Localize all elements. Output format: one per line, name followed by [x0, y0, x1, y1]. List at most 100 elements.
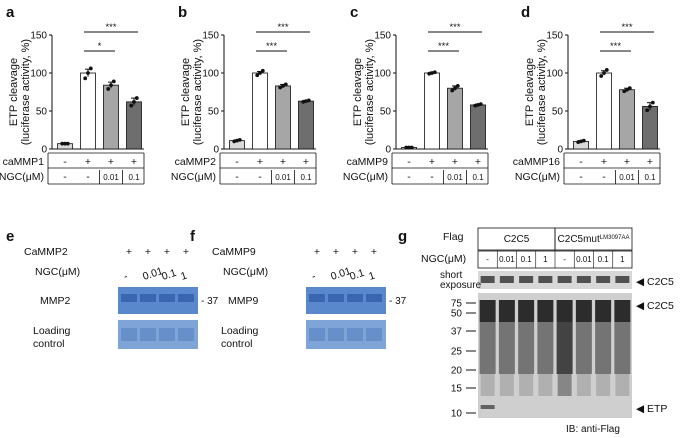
gel-lane-row1: + — [371, 246, 377, 258]
lane-smear — [479, 322, 496, 374]
y-tick-label: 0 — [557, 145, 563, 156]
gel-lane-row2: - — [310, 270, 318, 283]
lane-lower-smear — [480, 374, 495, 396]
data-point — [83, 76, 88, 81]
y-tick-label: 50 — [36, 107, 48, 118]
y-axis-label-line: ETP cleavage — [524, 58, 536, 126]
y-axis-label-line: ETP cleavage — [180, 58, 192, 126]
bar — [642, 106, 658, 150]
data-point — [106, 87, 111, 91]
condition-cell: + — [257, 156, 263, 168]
gel-row2-label: NGC(μM) — [35, 266, 80, 278]
gel-lane-row1: + — [314, 246, 320, 258]
ngc-label: NGC(μM) — [421, 253, 466, 265]
short-exposure-band — [499, 276, 514, 283]
y-tick-label: 150 — [374, 31, 391, 42]
gel-lane-row2: 1 — [179, 270, 188, 283]
panel-label-b: b — [178, 4, 187, 21]
loading-label: control — [221, 338, 253, 350]
condition-cell: + — [85, 156, 91, 168]
mw-marker: 75 — [451, 299, 463, 310]
significance-label: *** — [438, 41, 449, 52]
data-point — [581, 138, 586, 143]
condition-cell: 0.01 — [447, 173, 463, 182]
condition-cell: 0.1 — [644, 173, 656, 182]
ngc-value: 0.01 — [499, 255, 515, 264]
y-axis-label-line: ETP cleavage — [8, 58, 20, 126]
bar-chart-b: ETP cleavage(luciferase activity, %) 0 50 1… — [171, 22, 317, 185]
y-axis-label: ETP cleavage(luciferase activity, %) — [524, 39, 548, 145]
gel-lane-row1: + — [333, 246, 339, 258]
condition-label: NGC(μM) — [343, 171, 388, 183]
condition-cell: + — [601, 156, 607, 168]
ngc-value: 1 — [543, 255, 548, 264]
bar — [596, 72, 612, 150]
condition-label: caMMP2 — [175, 156, 217, 168]
short-band-label: ◀ C2C5 — [636, 276, 674, 288]
data-point — [453, 86, 457, 91]
gel-band — [178, 294, 194, 302]
gel-lane-row1: + — [126, 246, 132, 258]
bar — [252, 72, 268, 150]
group-2-main: C2C5mut — [558, 234, 600, 245]
data-point — [260, 68, 265, 73]
mw-marker: 15 — [451, 384, 463, 395]
y-axis-label: ETP cleavage(luciferase activity, %) — [352, 39, 376, 145]
condition-cell: + — [131, 156, 137, 168]
condition-label: NGC(μM) — [0, 171, 44, 183]
bar — [470, 104, 486, 150]
condition-cell: + — [108, 156, 114, 168]
data-point — [65, 141, 70, 146]
gel-band-label: MMP2 — [40, 295, 70, 307]
lane-top-band — [614, 300, 631, 322]
gel-band — [140, 294, 156, 302]
bar — [80, 72, 96, 150]
data-point — [281, 84, 285, 88]
loading-band — [309, 328, 325, 341]
lane-lower-smear — [499, 374, 514, 396]
bar-chart-c: ETP cleavage(luciferase activity, %) 0 50 1… — [343, 22, 489, 185]
lane-lower-smear — [576, 374, 591, 396]
lane-smear — [575, 322, 592, 374]
etp-band-label: ◀ ETP — [636, 403, 667, 415]
data-point — [86, 71, 90, 75]
ngc-value: 1 — [620, 255, 625, 264]
gel-band — [309, 294, 325, 302]
condition-cell: - — [235, 171, 239, 183]
panel-label-e: e — [6, 228, 14, 245]
data-point — [63, 141, 67, 146]
short-exposure-label: short — [440, 270, 462, 281]
condition-cell: + — [303, 156, 309, 168]
condition-label: caMMP16 — [513, 156, 560, 168]
gel-row1-label: CaMMP9 — [212, 246, 256, 258]
panel-label-d: d — [521, 4, 530, 21]
condition-cell: - — [579, 156, 583, 168]
gel-marker: - 37 — [201, 296, 219, 307]
y-axis-label: ETP cleavage(luciferase activity, %) — [180, 39, 204, 145]
data-point — [602, 71, 606, 75]
y-tick-label: 50 — [380, 107, 392, 118]
data-point — [60, 141, 65, 146]
y-tick-label: 0 — [385, 145, 391, 156]
significance-label: *** — [277, 22, 288, 33]
loading-label: Loading — [33, 325, 71, 337]
panel-label-g: g — [398, 228, 407, 245]
significance-label: *** — [449, 22, 460, 33]
y-tick-label: 100 — [30, 69, 47, 80]
mw-marker: 20 — [451, 366, 463, 377]
loading-band — [159, 328, 175, 341]
data-point — [645, 108, 650, 113]
bar — [126, 101, 142, 150]
data-point — [109, 83, 113, 88]
condition-cell: - — [63, 171, 67, 183]
condition-label: NGC(μM) — [171, 171, 216, 183]
gel-lane-row1: + — [183, 246, 189, 258]
ngc-value: 0.1 — [521, 255, 533, 264]
condition-cell: + — [647, 156, 653, 168]
ngc-value: - — [486, 255, 489, 264]
y-axis-label-line: (luciferase activity, %) — [364, 39, 376, 145]
short-exposure-band — [576, 276, 591, 283]
y-tick-label: 150 — [202, 31, 219, 42]
y-tick-label: 100 — [202, 69, 219, 80]
